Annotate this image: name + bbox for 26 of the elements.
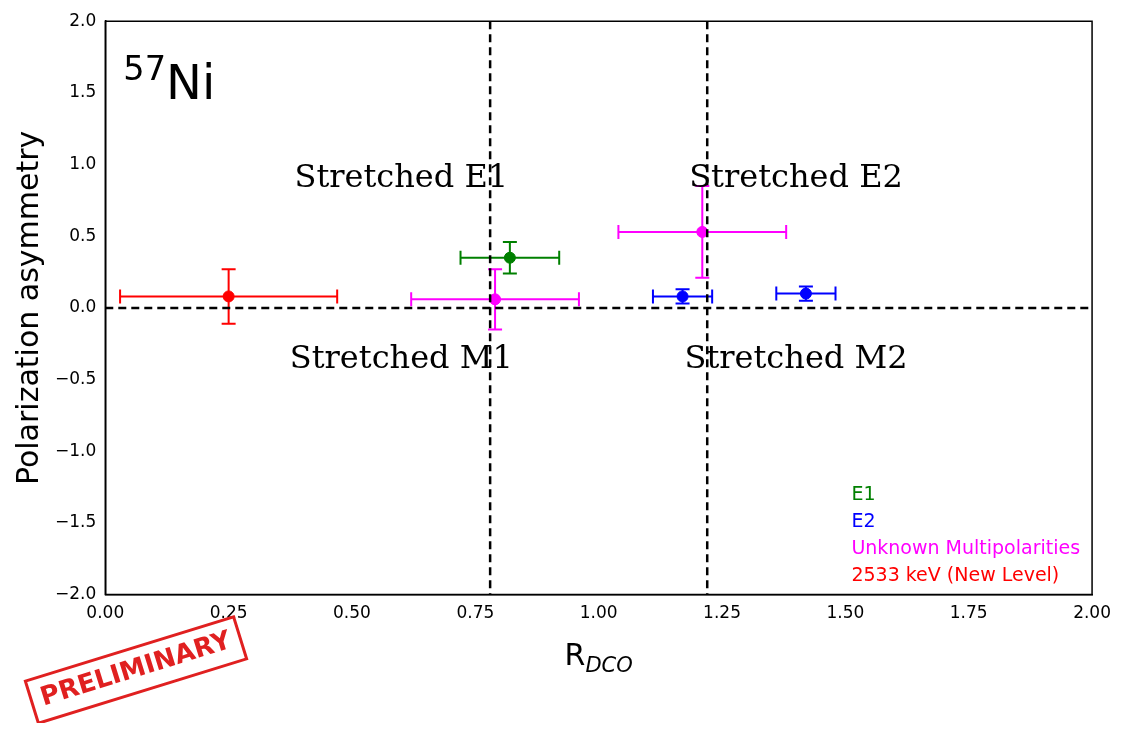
y-axis-title: Polarization asymmetry: [9, 130, 45, 486]
text: 2533 keV (New Level): [851, 562, 1060, 585]
y-tick-label: 2.0: [69, 9, 97, 30]
x-tick-label: 2.00: [1073, 602, 1111, 623]
text: E1: [851, 481, 876, 504]
x-tick-label: 0.75: [456, 602, 495, 623]
x-tick-label: 0.00: [86, 602, 125, 623]
x-tick-label: 1.50: [826, 602, 865, 623]
annotation: Stretched E2: [689, 157, 903, 196]
y-tick-label: −0.5: [55, 368, 97, 388]
y-tick-label: −1.5: [55, 511, 97, 532]
y-tick-label: 1.0: [69, 152, 97, 173]
x-tick-label: 1.00: [579, 602, 618, 623]
x-tick-label: 1.75: [949, 602, 988, 623]
y-tick-label: 1.5: [69, 81, 97, 102]
annotation: Stretched M2: [684, 337, 908, 376]
annotation: Stretched E1: [294, 157, 509, 196]
x-tick-label: 1.25: [703, 602, 741, 623]
y-tick-label: 0.0: [69, 296, 97, 317]
y-tick-label: −1.0: [55, 439, 97, 460]
text: E2: [851, 508, 876, 531]
annotation: Stretched M1: [289, 337, 513, 376]
y-tick-label: −2.0: [55, 583, 97, 604]
text: Unknown Multipolarities: [851, 535, 1081, 558]
y-tick-label: 0.5: [69, 224, 97, 245]
x-tick-label: 0.50: [333, 602, 371, 623]
